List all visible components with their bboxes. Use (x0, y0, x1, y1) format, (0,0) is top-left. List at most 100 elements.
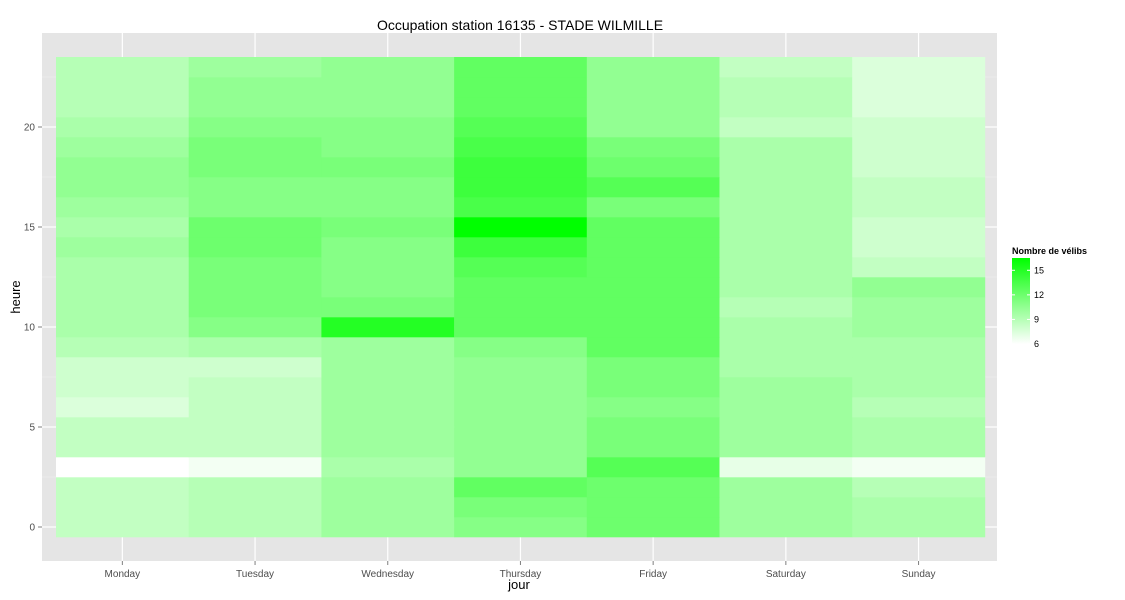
heatmap-tile (852, 217, 986, 238)
heatmap-tile (586, 357, 720, 378)
heatmap-tile (56, 217, 189, 238)
x-tick-label: Sunday (902, 569, 936, 580)
heatmap-tile (56, 57, 189, 78)
heatmap-tile (321, 357, 455, 378)
heatmap-tile (719, 297, 853, 318)
heatmap-tile (56, 277, 189, 298)
heatmap-tile (188, 337, 322, 358)
x-tick-label: Monday (105, 569, 141, 580)
heatmap-tile (56, 357, 189, 378)
heatmap-tile (321, 137, 455, 158)
x-axis-title: jour (507, 577, 530, 592)
heatmap-tile (719, 457, 853, 478)
heatmap-tile (852, 117, 986, 138)
heatmap-tile (56, 337, 189, 358)
heatmap-tile (719, 377, 853, 398)
heatmap-tile (586, 197, 720, 218)
heatmap-tile (852, 237, 986, 258)
heatmap-tile (586, 57, 720, 78)
heatmap-tile (321, 437, 455, 458)
heatmap-tile (454, 377, 588, 398)
heatmap-tile (56, 297, 189, 318)
heatmap-tile (454, 237, 588, 258)
heatmap-tile (454, 217, 588, 238)
heatmap-tile (454, 97, 588, 118)
heatmap-tile (852, 377, 986, 398)
heatmap-tile (56, 397, 189, 418)
legend-title: Nombre de vélibs (1012, 246, 1087, 256)
heatmap-tile (719, 417, 853, 438)
heatmap-tile (188, 157, 322, 178)
heatmap-tile (188, 237, 322, 258)
heatmap-tile (454, 197, 588, 218)
heatmap-tile (454, 177, 588, 198)
heatmap-tile (188, 377, 322, 398)
heatmap-tile (586, 337, 720, 358)
heatmap-tile (454, 137, 588, 158)
heatmap-tile (586, 257, 720, 278)
heatmap-tile (586, 97, 720, 118)
heatmap-tile (586, 237, 720, 258)
heatmap-tile (586, 397, 720, 418)
heatmap-tile (719, 437, 853, 458)
legend-tick-label: 15 (1034, 265, 1044, 275)
heatmap-tile (321, 337, 455, 358)
heatmap-tile (852, 497, 986, 518)
heatmap-tile (188, 397, 322, 418)
heatmap-tile (586, 417, 720, 438)
heatmap-tile (586, 77, 720, 98)
heatmap-tile (321, 277, 455, 298)
heatmap-tile (56, 437, 189, 458)
y-axis: 0 5 10 15 20 (24, 123, 42, 534)
heatmap-tile (188, 137, 322, 158)
heatmap-tile (454, 117, 588, 138)
heatmap-tile (56, 197, 189, 218)
heatmap-tile (56, 77, 189, 98)
heatmap-tile (56, 97, 189, 118)
heatmap-tile (586, 177, 720, 198)
x-tick-label: Thursday (500, 569, 542, 580)
heatmap-tile (852, 157, 986, 178)
heatmap-tile (321, 237, 455, 258)
heatmap-tile (852, 457, 986, 478)
heatmap-tile (454, 277, 588, 298)
heatmap-tile (188, 197, 322, 218)
heatmap-tile (719, 317, 853, 338)
heatmap-tile (852, 417, 986, 438)
heatmap-tile (586, 517, 720, 538)
legend-colorbar (1012, 258, 1030, 344)
heatmap-tile (321, 77, 455, 98)
heatmap-tile (188, 477, 322, 498)
heatmap-tile (321, 177, 455, 198)
heatmap-tile (188, 357, 322, 378)
heatmap-tile (852, 137, 986, 158)
heatmap-tile (852, 57, 986, 78)
heatmap-tile (719, 137, 853, 158)
legend-tick-label: 6 (1034, 339, 1039, 349)
heatmap-tile (188, 297, 322, 318)
heatmap-tile (852, 197, 986, 218)
heatmap-tile (56, 137, 189, 158)
x-tick-label: Friday (639, 569, 667, 580)
heatmap-tile (454, 457, 588, 478)
heatmap-tile (188, 217, 322, 238)
heatmap-tile (719, 497, 853, 518)
heatmap-tile (56, 257, 189, 278)
heatmap-tile (719, 357, 853, 378)
heatmap-tile (719, 337, 853, 358)
heatmap-tile (188, 117, 322, 138)
heatmap-tile (454, 357, 588, 378)
x-axis: Monday Tuesday Wednesday Thursday Friday Satu… (105, 561, 936, 580)
heatmap-tile (321, 117, 455, 138)
y-tick-label: 0 (29, 523, 35, 534)
heatmap-tile (852, 97, 986, 118)
heatmap-tile (852, 317, 986, 338)
heatmap-tile (188, 497, 322, 518)
heatmap-tile (719, 397, 853, 418)
heatmap-tile (321, 317, 455, 338)
heatmap-tile (188, 437, 322, 458)
heatmap-tile (188, 277, 322, 298)
heatmap-tile (852, 257, 986, 278)
heatmap-tile (56, 377, 189, 398)
heatmap-tile (56, 497, 189, 518)
